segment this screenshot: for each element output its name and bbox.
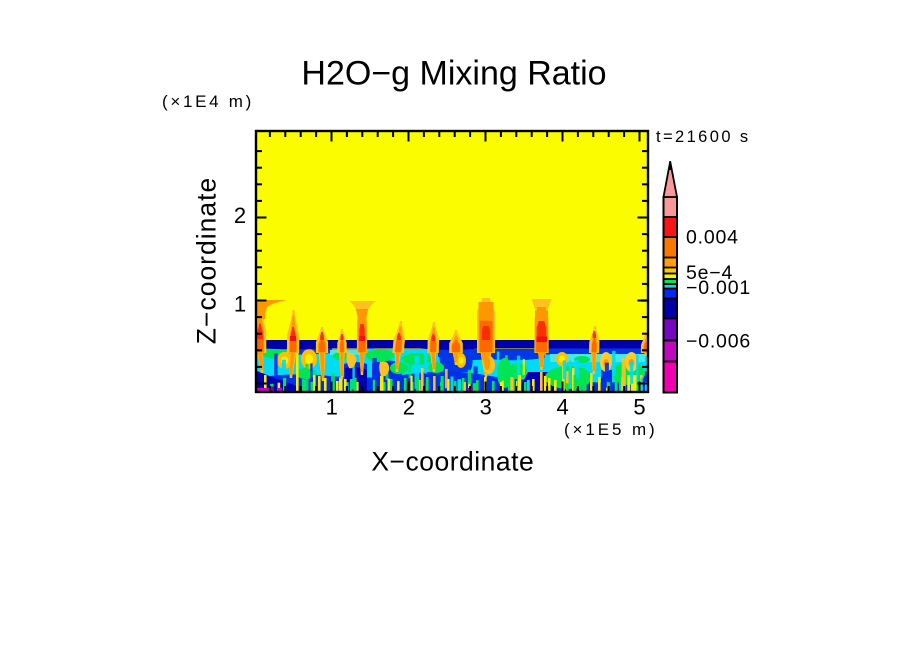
svg-text:X−coordinate: X−coordinate — [371, 447, 534, 477]
svg-text:−0.001: −0.001 — [686, 277, 751, 299]
svg-text:t=21600 s: t=21600 s — [656, 128, 751, 146]
svg-text:4: 4 — [556, 395, 568, 420]
svg-text:Z−coordinate: Z−coordinate — [192, 177, 222, 344]
svg-text:5: 5 — [633, 395, 645, 420]
svg-text:1: 1 — [234, 292, 246, 317]
svg-text:5e−4: 5e−4 — [686, 262, 733, 284]
svg-text:1: 1 — [326, 395, 338, 420]
svg-text:(×1E5 m): (×1E5 m) — [564, 420, 658, 439]
svg-text:−0.006: −0.006 — [686, 330, 751, 352]
svg-text:0.004: 0.004 — [686, 227, 739, 249]
svg-text:(×1E4 m): (×1E4 m) — [162, 92, 254, 111]
svg-text:3: 3 — [480, 395, 492, 420]
svg-text:H2O−g Mixing Ratio: H2O−g Mixing Ratio — [301, 55, 606, 93]
svg-text:2: 2 — [403, 395, 415, 420]
svg-text:2: 2 — [234, 203, 246, 228]
